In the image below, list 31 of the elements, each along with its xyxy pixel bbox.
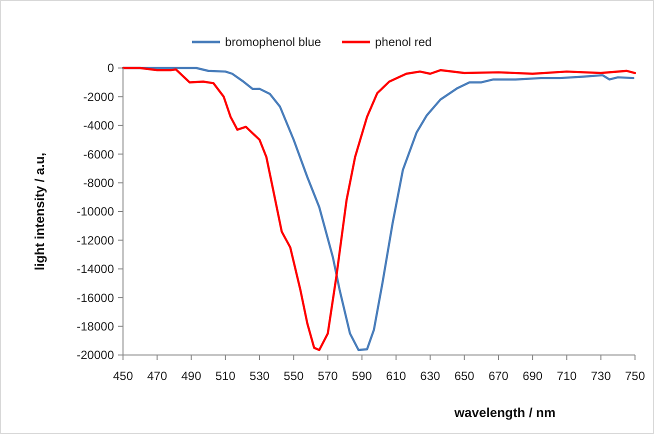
- y-tick-label: -10000: [76, 204, 114, 219]
- x-tick-label: 690: [522, 369, 543, 383]
- x-tick-label: 670: [488, 369, 509, 383]
- x-tick-label: 470: [147, 369, 168, 383]
- x-tick-label: 630: [420, 369, 441, 383]
- x-tick-label: 570: [318, 369, 338, 383]
- y-tick-label: -4000: [83, 118, 114, 133]
- y-axis-title: light intensity / a.u,: [32, 152, 47, 270]
- y-tick-label: -20000: [76, 348, 114, 362]
- x-tick-label: 650: [454, 369, 475, 383]
- y-tick-label: -8000: [83, 176, 114, 190]
- legend-label: phenol red: [375, 35, 432, 50]
- y-tick-label: -2000: [83, 90, 114, 104]
- y-tick-label: -6000: [83, 147, 114, 162]
- y-tick-label: -12000: [76, 233, 114, 248]
- x-tick-label: 610: [386, 369, 406, 383]
- x-tick-label: 510: [215, 369, 236, 383]
- x-tick-label: 590: [352, 369, 372, 383]
- y-tick-label: -16000: [76, 290, 114, 305]
- y-tick-label: -18000: [76, 320, 114, 334]
- x-tick-label: 730: [590, 369, 612, 383]
- y-tick-label: -14000: [76, 262, 114, 276]
- x-tick-label: 750: [624, 369, 646, 383]
- y-tick-label: 0: [107, 61, 114, 76]
- legend-label: bromophenol blue: [225, 35, 322, 50]
- x-tick-label: 710: [556, 369, 578, 383]
- x-tick-label: 550: [284, 369, 304, 383]
- x-axis-title: wavelength / nm: [453, 405, 556, 420]
- x-tick-label: 490: [181, 369, 202, 383]
- x-tick-label: 530: [250, 369, 270, 383]
- x-tick-label: 450: [112, 369, 134, 383]
